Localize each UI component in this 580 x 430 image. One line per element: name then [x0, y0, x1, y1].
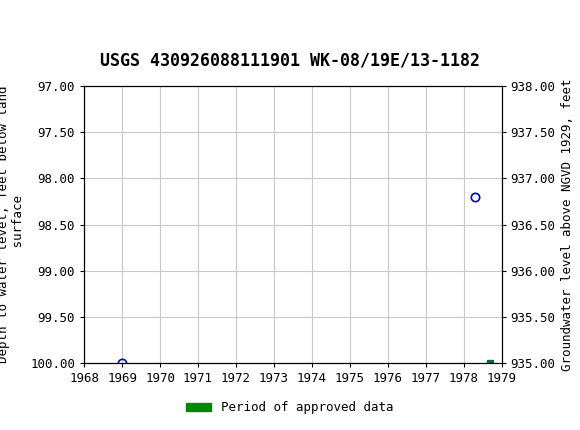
Legend: Period of approved data: Period of approved data: [181, 396, 399, 419]
Y-axis label: Groundwater level above NGVD 1929, feet: Groundwater level above NGVD 1929, feet: [561, 78, 574, 371]
Text: USGS 430926088111901 WK-08/19E/13-1182: USGS 430926088111901 WK-08/19E/13-1182: [100, 51, 480, 69]
Y-axis label: Depth to water level, feet below land
 surface: Depth to water level, feet below land su…: [0, 86, 24, 363]
Text: ▒USGS: ▒USGS: [9, 7, 67, 29]
